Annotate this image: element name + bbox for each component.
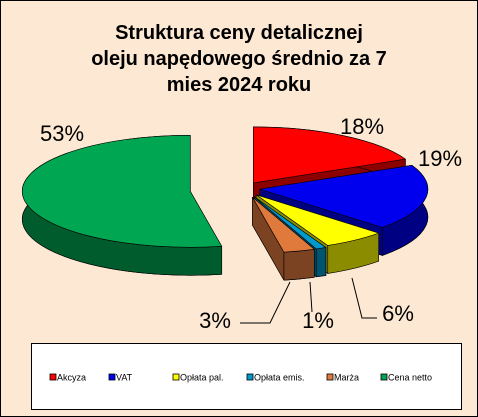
legend-label: VAT bbox=[116, 372, 133, 382]
legend-box bbox=[31, 343, 462, 410]
data-label: 19% bbox=[418, 146, 462, 171]
pie-slice bbox=[252, 196, 315, 253]
data-label: 3% bbox=[199, 308, 231, 333]
legend-marker bbox=[380, 373, 388, 381]
legend-label: Opłata emis. bbox=[254, 372, 305, 382]
legend-marker bbox=[172, 373, 180, 381]
leader-line bbox=[309, 281, 313, 313]
leader-line bbox=[240, 281, 291, 324]
legend-marker bbox=[49, 373, 57, 381]
legend-label: Opłata pal. bbox=[180, 372, 224, 382]
legend-marker bbox=[326, 373, 334, 381]
legend-marker bbox=[108, 373, 116, 381]
slice-side bbox=[315, 247, 327, 278]
legend-marker bbox=[246, 373, 254, 381]
data-label: 6% bbox=[382, 301, 414, 326]
leader-line bbox=[351, 277, 377, 319]
legend-label: Akcyza bbox=[57, 372, 86, 382]
data-label: 53% bbox=[40, 121, 84, 146]
data-label: 1% bbox=[302, 308, 334, 333]
pie-slice bbox=[254, 196, 327, 250]
slice-side bbox=[283, 248, 315, 281]
chart-title: Struktura ceny detalicznej oleju napędow… bbox=[91, 22, 387, 96]
legend: Akcyza VAT Opłata pal. Opłata emis. Marża Cen… bbox=[49, 372, 432, 382]
data-label: 18% bbox=[340, 114, 384, 139]
pie-slice bbox=[255, 194, 379, 246]
pie-slice bbox=[253, 126, 406, 184]
legend-label: Marża bbox=[334, 372, 359, 382]
pie bbox=[22, 126, 429, 281]
pie-slice bbox=[22, 134, 223, 248]
legend-label: Cena netto bbox=[388, 372, 432, 382]
pie-slice bbox=[259, 164, 429, 228]
